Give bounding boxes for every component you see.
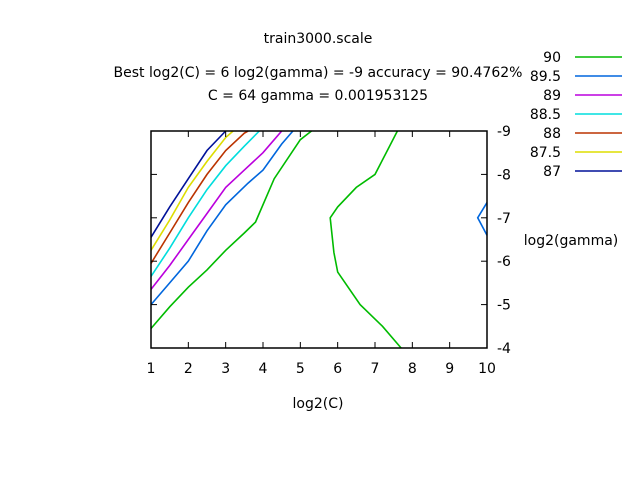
contour-line-87.5-seg-0 (150, 130, 234, 251)
x-tick-label: 6 (333, 361, 342, 377)
x-tick-label: 4 (259, 361, 268, 377)
contour-line-90-seg-0 (150, 130, 312, 330)
x-tick-label: 1 (147, 361, 156, 377)
contour-line-89.5-seg-0 (150, 130, 294, 306)
legend-label-87.5: 87.5 (530, 145, 561, 161)
contour-line-89-seg-0 (150, 130, 283, 290)
x-tick-label: 7 (371, 361, 380, 377)
legend: 90 89.5 89 88.5 88 87.5 87 (530, 50, 622, 180)
y-tick-label: -5 (497, 298, 511, 314)
contour-line-88-seg-0 (150, 130, 249, 264)
x-tick-label: 2 (184, 361, 193, 377)
contour-line-89.5-seg-1 (476, 202, 488, 236)
chart-subtitle-line-2: C = 64 gamma = 0.001953125 (208, 88, 428, 104)
legend-label-89.5: 89.5 (530, 69, 561, 85)
series-layer (150, 130, 488, 349)
legend-label-90: 90 (543, 50, 561, 66)
legend-label-89: 89 (543, 88, 561, 104)
legend-label-87: 87 (543, 164, 561, 180)
legend-label-88: 88 (543, 126, 561, 142)
y-tick-label: -4 (497, 341, 511, 357)
y-tick-label: -7 (497, 211, 511, 227)
y-tick-label: -6 (497, 254, 511, 270)
plot-frame (150, 130, 488, 349)
x-tick-label: 8 (408, 361, 417, 377)
x-axis-label: log2(C) (293, 396, 344, 412)
contour-line-88.5-seg-0 (150, 130, 260, 277)
y-axis-label: log2(gamma) (524, 233, 619, 249)
chart-title: train3000.scale (264, 31, 373, 47)
legend-label-88.5: 88.5 (530, 107, 561, 123)
tick-layer: 1 2 3 4 5 6 7 8 9 10 -9 -8 -7 -6 -5 -4 (147, 124, 512, 377)
y-tick-label: -9 (497, 124, 511, 140)
contour-line-87-seg-0 (150, 130, 227, 238)
chart-subtitle-line-1: Best log2(C) = 6 log2(gamma) = -9 accura… (114, 65, 523, 81)
y-tick-label: -8 (497, 167, 511, 183)
x-tick-label: 5 (296, 361, 305, 377)
x-tick-label: 3 (221, 361, 230, 377)
contour-line-90-seg-1 (329, 130, 402, 349)
x-tick-label: 10 (478, 361, 496, 377)
x-tick-label: 9 (445, 361, 454, 377)
